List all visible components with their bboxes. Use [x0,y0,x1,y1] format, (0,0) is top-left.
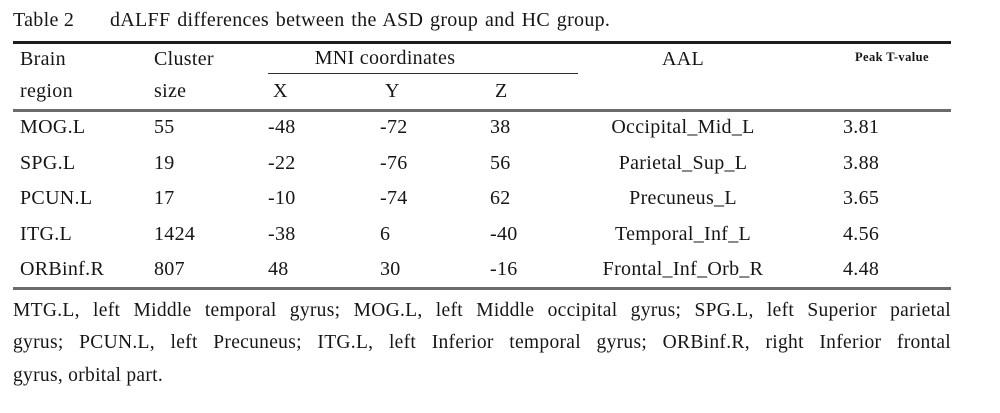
col-header-brain-region-line1: Brain [20,47,66,70]
cell-peak-t: 3.88 [843,151,880,174]
cell-x: -48 [268,116,296,139]
cell-cluster-size: 1424 [154,222,196,245]
table-bottom-rule [13,287,951,290]
col-header-peak-t-value: Peak T-value [855,50,929,64]
cell-y: -74 [380,187,408,210]
cell-z: -16 [490,258,518,281]
cell-cluster-size: 55 [154,116,175,139]
cell-aal: Parietal_Sup_L [618,151,748,174]
col-header-aal: AAL [661,47,704,70]
cell-region: SPG.L [20,151,76,174]
cell-z: 62 [490,187,511,210]
cell-region: ITG.L [20,222,73,245]
table-caption: dALFF differences between the ASD group … [110,9,611,31]
cell-y: -76 [380,151,408,174]
cell-cluster-size: 17 [154,187,175,210]
cell-peak-t: 4.48 [843,258,880,281]
table-header-rule [13,109,951,112]
cell-aal: Frontal_Inf_Orb_R [602,258,764,281]
cell-x: 48 [268,258,289,281]
cell-peak-t: 3.65 [843,187,880,210]
cell-region: MOG.L [20,116,86,139]
table-header: Brain Cluster MNI coordinates AAL Peak T… [13,44,951,108]
cell-peak-t: 3.81 [843,116,880,139]
cell-y: -72 [380,116,408,139]
cell-x: -38 [268,222,296,245]
table-body: MOG.L 55 -48 -72 38 Occipital_Mid_L 3.81… [13,110,951,288]
cell-cluster-size: 807 [154,258,185,281]
col-header-mni-coordinates: MNI coordinates [268,44,578,74]
footnote-line: gyrus, orbital part. [13,364,164,386]
cell-aal: Precuneus_L [629,187,737,210]
footnote-line: gyrus; PCUN.L, left Precuneus; ITG.L, le… [13,332,951,354]
col-header-cluster-line1: Cluster [154,47,214,70]
col-header-z: Z [495,79,508,102]
col-header-brain-region-line2: region [20,79,73,102]
cell-peak-t: 4.56 [843,222,880,245]
col-header-y: Y [385,79,400,102]
cell-z: 56 [490,151,511,174]
cell-z: 38 [490,116,511,139]
table-footnote: MTG.L, left Middle temporal gyrus; MOG.L… [13,295,951,392]
table-top-rule [13,41,951,44]
cell-aal: Temporal_Inf_L [614,222,752,245]
cell-x: -10 [268,187,296,210]
cell-cluster-size: 19 [154,151,175,174]
footnote-line: MTG.L, left Middle temporal gyrus; MOG.L… [13,300,951,321]
cell-y: 30 [380,258,401,281]
cell-region: ORBinf.R [20,258,105,281]
cell-z: -40 [490,222,518,245]
cell-region: PCUN.L [20,187,93,210]
cell-aal: Occipital_Mid_L [611,116,755,139]
col-header-cluster-line2: size [154,79,187,102]
cell-y: 6 [380,222,391,245]
cell-x: -22 [268,151,296,174]
col-header-x: X [273,79,288,102]
table-number-label: Table 2 [13,9,75,31]
